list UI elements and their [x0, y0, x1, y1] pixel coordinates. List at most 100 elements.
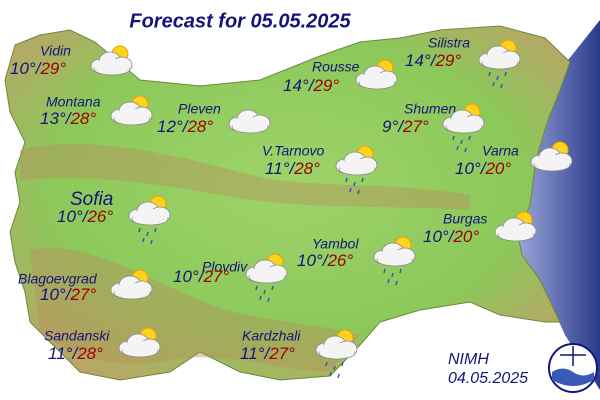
temperature-low: 14° — [405, 51, 431, 70]
rain-drop — [341, 361, 344, 367]
city-name: Blagoevgrad — [18, 271, 98, 287]
cloud — [319, 343, 355, 357]
cloud — [339, 159, 375, 173]
weather-icon — [228, 109, 271, 134]
weather-icon — [530, 141, 573, 172]
temperature-low: 10° — [455, 159, 481, 178]
weather-icon — [245, 253, 288, 303]
cloud — [482, 53, 518, 67]
city-name: Shumen — [404, 101, 456, 117]
weather-icon — [494, 211, 537, 242]
temperature-low: 10° — [173, 267, 199, 286]
rain-drop — [345, 177, 348, 183]
city-temperature: 11°/28° — [265, 159, 320, 178]
city-name: Burgas — [443, 211, 487, 227]
temperature-high: 28° — [186, 117, 213, 136]
cloud — [94, 59, 130, 73]
temperature-sep: / — [322, 251, 330, 270]
cloud — [446, 117, 482, 131]
rain-drop — [337, 373, 340, 379]
rain-drop — [333, 365, 336, 371]
temperature-sep: / — [308, 76, 316, 95]
temperature-low: 11° — [265, 159, 290, 178]
temperature-high: 27° — [402, 117, 429, 136]
temperature-low: 11° — [48, 344, 73, 363]
temperature-high: 20° — [484, 159, 511, 178]
temperature-low: 13° — [40, 109, 66, 128]
temperature-low: 10° — [40, 285, 66, 304]
city-temperature: 9°/27° — [382, 117, 429, 136]
rain-drop — [357, 189, 360, 195]
rain-drop — [391, 272, 394, 278]
temperature-sep: / — [480, 159, 488, 178]
rain-drop — [460, 139, 463, 145]
rain-drop — [452, 135, 455, 141]
temperature-sep: / — [448, 227, 456, 246]
rain-drop — [150, 239, 153, 245]
temperature-high: 26° — [86, 207, 113, 226]
city-name: Plovdiv — [202, 259, 248, 275]
cloud — [114, 109, 150, 123]
weather-icon — [118, 327, 161, 358]
temperature-low: 10° — [297, 251, 323, 270]
weather-icon — [128, 195, 171, 245]
temperature-sep: / — [198, 267, 206, 286]
city-temperature: 11°/28° — [48, 344, 103, 363]
temperature-low: 12° — [157, 117, 183, 136]
temperature-sep: / — [65, 285, 73, 304]
city-temperature: 10°/20° — [455, 159, 511, 178]
weather-icon — [315, 329, 358, 379]
temperature-low: 10° — [57, 207, 83, 226]
cloud — [122, 341, 158, 355]
weather-icon — [373, 236, 416, 286]
cloud — [534, 155, 570, 169]
temperature-high: 28° — [76, 344, 103, 363]
temperature-high: 28° — [293, 159, 320, 178]
city-name: Pleven — [178, 101, 221, 117]
cloud — [359, 73, 395, 87]
city-name: V.Tarnovo — [262, 143, 324, 159]
temperature-high: 26° — [326, 251, 353, 270]
city-name: Silistra — [428, 35, 470, 51]
rain-drop — [353, 181, 356, 187]
weather-icon — [110, 95, 153, 126]
weather-icon — [90, 45, 133, 76]
rain-drop — [349, 187, 352, 193]
temperature-sep: / — [71, 344, 79, 363]
city-name: Rousse — [312, 59, 360, 75]
rain-drop — [496, 75, 499, 81]
rain-drop — [488, 71, 491, 77]
cloud — [232, 117, 268, 131]
temperature-low: 11° — [240, 344, 265, 363]
city-temperature: 10°/27° — [173, 267, 229, 286]
city-temperature: 10°/27° — [40, 285, 96, 304]
temperature-high: 28° — [69, 109, 96, 128]
temperature-low: 9° — [382, 117, 398, 136]
temperature-sep: / — [288, 159, 296, 178]
rain-drop — [464, 147, 467, 153]
city-name: Vidin — [40, 43, 71, 59]
cloud — [498, 225, 534, 239]
city-temperature: 13°/28° — [40, 109, 96, 128]
city-temperature: 10°/29° — [10, 59, 66, 78]
rain-drop — [263, 289, 266, 295]
temperature-high: 29° — [39, 59, 66, 78]
city-temperature: 12°/28° — [157, 117, 213, 136]
rain-drop — [146, 231, 149, 237]
black-sea — [518, 20, 600, 390]
rain-drop — [271, 285, 274, 291]
city-name: Yambol — [312, 236, 359, 252]
rain-drop — [383, 268, 386, 274]
logo — [548, 343, 598, 393]
rain-drop — [399, 268, 402, 274]
temperature-sep: / — [182, 117, 190, 136]
rain-drop — [267, 297, 270, 303]
city-name: Kardzhali — [242, 328, 301, 344]
rain-drop — [395, 280, 398, 286]
rain-drop — [500, 83, 503, 89]
temperature-sep: / — [430, 51, 438, 70]
temperature-sep: / — [65, 109, 73, 128]
rain-drop — [142, 237, 145, 243]
title: Forecast for 05.05.2025 — [129, 10, 351, 32]
